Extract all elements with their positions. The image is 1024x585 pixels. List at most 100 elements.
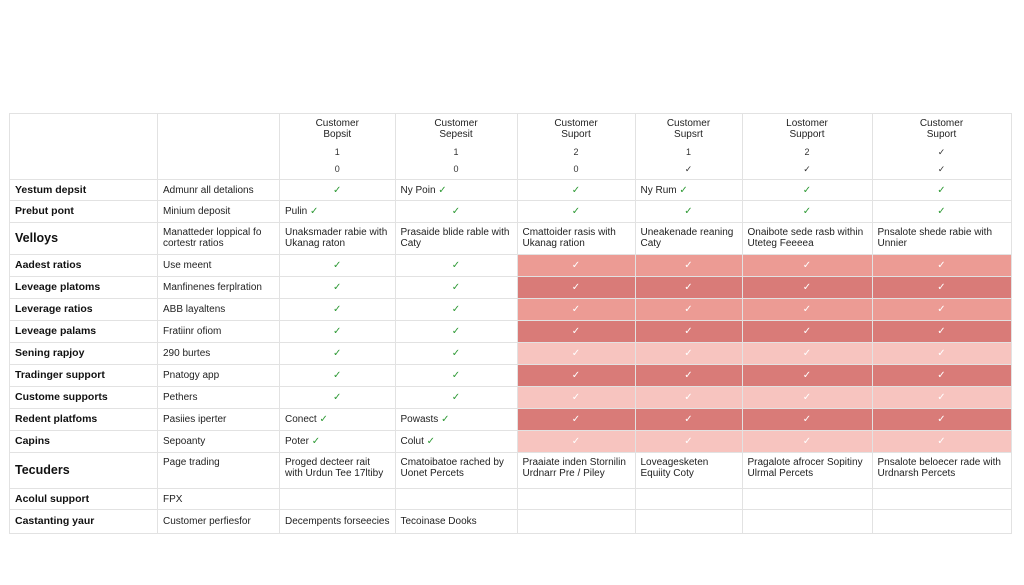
- check-icon: ✓: [802, 436, 812, 447]
- check-icon: ✓: [311, 436, 321, 447]
- check-icon: ✓: [802, 304, 812, 315]
- table-cell: ✓: [516, 254, 636, 277]
- table-cell: Pragalote afrocer Sopitiny Ulrmal Percet…: [741, 452, 873, 489]
- check-icon: ✓: [802, 414, 812, 425]
- table-cell: ✓: [741, 276, 873, 299]
- column-header-count: 2: [573, 147, 579, 157]
- table-cell: ✓: [634, 408, 743, 431]
- table-cell: ✓: [516, 342, 636, 365]
- cell-text: Loveagesketen Equiity Coty: [640, 457, 709, 479]
- cell-text: Praaiate inden Stornilin Urdnarr Pre / P…: [522, 457, 626, 479]
- table-cell: ✓: [871, 298, 1012, 321]
- table-cell: Poter ✓: [279, 430, 396, 453]
- check-icon: ✓: [937, 370, 946, 381]
- table-cell: Pnsalote shede rabie with Unnier: [871, 222, 1012, 255]
- check-icon: ✓: [571, 184, 581, 196]
- table-row: Leverage ratios ABB layaltens ✓ ✓ ✓ ✓ ✓ ✓: [9, 298, 1012, 321]
- check-icon: ✓: [333, 392, 342, 403]
- check-icon: ✓: [684, 348, 693, 359]
- check-icon: ✓: [937, 348, 946, 359]
- check-icon: ✓: [333, 370, 342, 381]
- table-cell: ✓: [871, 200, 1012, 223]
- table-row: Sening rapjoy 290 burtes ✓ ✓ ✓ ✓ ✓ ✓: [9, 342, 1012, 365]
- row-sublabel: ABB layaltens: [157, 298, 280, 321]
- check-icon: ✓: [333, 282, 342, 293]
- row-sublabel: Use meent: [157, 254, 280, 277]
- table-row: Tradinger support Pnatogy app ✓ ✓ ✓ ✓ ✓ ✓: [9, 364, 1012, 387]
- check-icon: ✓: [333, 260, 342, 271]
- check-icon: ✓: [426, 436, 436, 447]
- table-cell: ✓: [279, 276, 396, 299]
- cell-text: Cmatoibatoe rached by Uonet Percets: [400, 457, 504, 479]
- check-icon: ✓: [937, 184, 946, 196]
- cell-text: Poter ✓: [285, 436, 321, 447]
- table-cell: Unaksmader rabie with Ukanag raton: [279, 222, 396, 255]
- table-cell: Ny Poin ✓: [394, 179, 518, 201]
- table-cell: [741, 488, 873, 510]
- check-icon: ✓: [684, 206, 693, 217]
- table-cell: ✓: [279, 386, 396, 409]
- table-cell: ✓: [279, 364, 396, 387]
- table-cell: ✓: [634, 298, 743, 321]
- check-icon: ✓: [937, 392, 946, 403]
- row-sublabel: Sepoanty: [157, 430, 280, 453]
- check-icon: ✓: [802, 370, 812, 381]
- table-cell: ✓: [516, 430, 636, 453]
- row-label: Tradinger support: [9, 364, 158, 387]
- table-cell: ✓: [741, 179, 873, 201]
- table-cell: ✓: [871, 386, 1012, 409]
- table-cell: Praaiate inden Stornilin Urdnarr Pre / P…: [516, 452, 636, 489]
- table-cell: ✓: [394, 320, 518, 343]
- table-cell: ✓: [741, 254, 873, 277]
- column-header-text: Suport: [561, 129, 591, 140]
- table-cell: [394, 488, 518, 510]
- table-row: Acolul support FPX: [9, 488, 1012, 510]
- check-icon: ✓: [937, 326, 946, 337]
- check-icon: ✓: [451, 304, 461, 315]
- cell-text: Decempents forseecies: [285, 516, 390, 527]
- table-cell: ✓: [871, 342, 1012, 365]
- check-icon: ✓: [802, 348, 812, 359]
- row-sublabel: Fratiinr ofiom: [157, 320, 280, 343]
- row-sublabel: Page trading: [157, 452, 280, 489]
- table-cell: ✓: [394, 276, 518, 299]
- table-cell: ✓: [741, 430, 873, 453]
- cell-text: Tecoinase Dooks: [400, 516, 477, 527]
- table-cell: ✓: [516, 320, 636, 343]
- row-sublabel: FPX: [157, 488, 280, 510]
- table-cell: ✓: [516, 386, 636, 409]
- check-icon: ✓: [571, 206, 581, 217]
- table-cell: ✓: [394, 386, 518, 409]
- cell-text: Prasaide blide rable with Caty: [400, 227, 510, 249]
- table-row: Velloys Manatteder loppical fo cortestr r…: [9, 222, 1012, 255]
- column-header: Customer Bopsit 1 0: [279, 113, 396, 180]
- table-cell: ✓: [516, 364, 636, 387]
- table-cell: Uneakenade reaning Caty: [634, 222, 743, 255]
- cell-text: Conect ✓: [285, 414, 328, 425]
- table-cell: ✓: [516, 276, 636, 299]
- cell-text: Ny Poin ✓: [400, 184, 447, 196]
- table-cell: ✓: [871, 179, 1012, 201]
- table-cell: ✓: [741, 298, 873, 321]
- column-header-text: Sepesit: [439, 129, 473, 140]
- comparison-table: Customer Bopsit 1 0 Customer Sepesit 1 0 Custome…: [9, 113, 1012, 534]
- column-header-text: Customer: [315, 118, 359, 129]
- table-cell: ✓: [741, 200, 873, 223]
- column-header-count: 1: [685, 147, 691, 157]
- table-cell: ✓: [741, 408, 873, 431]
- header-row: Customer Bopsit 1 0 Customer Sepesit 1 0 Custome…: [9, 113, 1012, 180]
- table-cell: [516, 509, 636, 534]
- check-icon: ✓: [441, 414, 450, 425]
- check-icon: ✓: [679, 184, 688, 196]
- table-cell: ✓: [634, 320, 743, 343]
- cell-text: Cmattoider rasis with Ukanag ration: [522, 227, 616, 249]
- check-icon: ✓: [571, 414, 581, 425]
- cell-text: Ny Rum ✓: [640, 184, 688, 196]
- table-row: Custome supports Pethers ✓ ✓ ✓ ✓ ✓ ✓: [9, 386, 1012, 409]
- check-icon: ✓: [937, 436, 946, 447]
- column-header: Customer Suport 2 0: [516, 113, 636, 180]
- row-label: Velloys: [9, 222, 158, 255]
- table-cell: Ny Rum ✓: [634, 179, 743, 201]
- table-cell: ✓: [279, 320, 396, 343]
- table-cell: ✓: [634, 342, 743, 365]
